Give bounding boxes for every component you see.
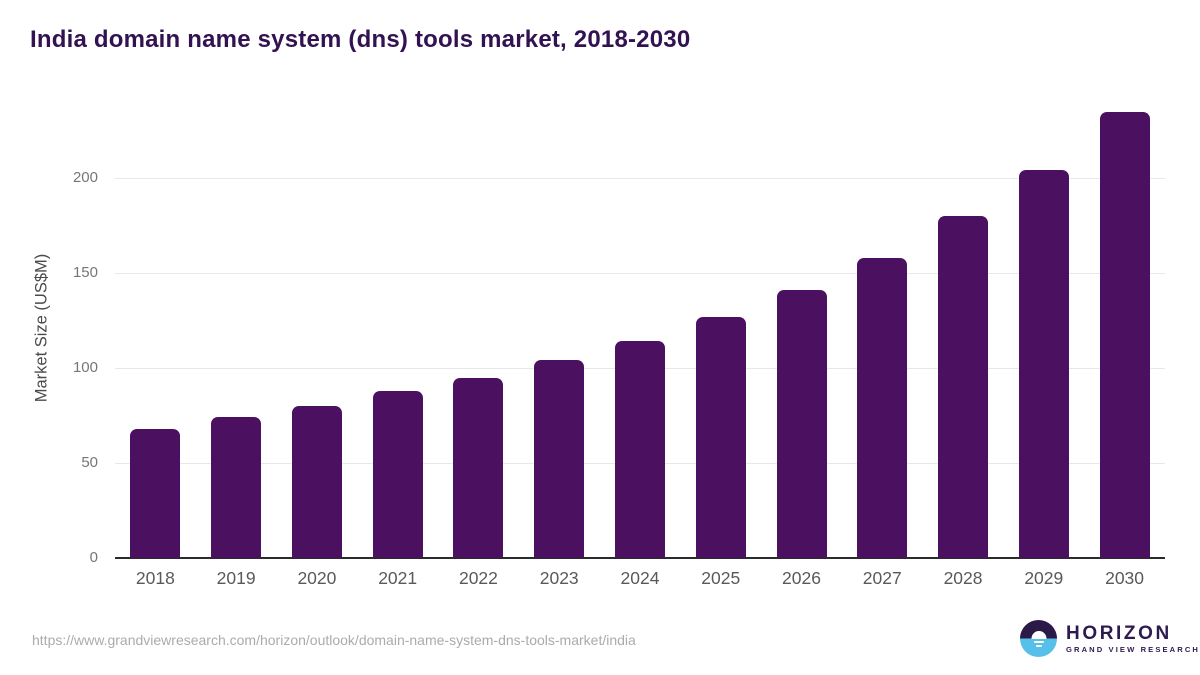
logo-subtitle: GRAND VIEW RESEARCH	[1066, 644, 1200, 654]
horizon-logo-icon	[1020, 620, 1057, 657]
bar-2025	[695, 316, 746, 558]
bar-slot-2030	[1084, 100, 1165, 558]
bar-slot-2026	[761, 100, 842, 558]
bar-2026	[776, 290, 827, 558]
bar-slot-2022	[438, 100, 519, 558]
bar-2018	[130, 428, 181, 558]
chart-title: India domain name system (dns) tools mar…	[30, 26, 691, 53]
bar-2030	[1099, 111, 1150, 558]
x-tick-label-2019: 2019	[216, 568, 256, 588]
bar-series	[115, 100, 1165, 558]
x-tick-label-2020: 2020	[297, 568, 337, 588]
bar-2019	[211, 417, 262, 558]
bar-2020	[291, 406, 342, 558]
sun-icon	[1031, 631, 1046, 639]
x-tick-label-2023: 2023	[539, 568, 579, 588]
y-tick-label-50: 50	[81, 454, 98, 471]
x-tick-label-2018: 2018	[135, 568, 175, 588]
horizon-logo: HORIZON GRAND VIEW RESEARCH	[1020, 620, 1200, 657]
x-tick-label-2025: 2025	[701, 568, 741, 588]
bar-slot-2018	[115, 100, 196, 558]
bar-2022	[453, 377, 504, 558]
x-tick-label-2030: 2030	[1105, 568, 1145, 588]
bar-slot-2023	[519, 100, 600, 558]
bar-2023	[534, 360, 585, 558]
bar-slot-2025	[680, 100, 761, 558]
x-tick-label-2027: 2027	[862, 568, 902, 588]
y-tick-label-0: 0	[89, 549, 98, 566]
bar-slot-2028	[923, 100, 1004, 558]
bar-slot-2029	[1003, 100, 1084, 558]
x-tick-label-2029: 2029	[1024, 568, 1064, 588]
bar-2024	[614, 341, 665, 558]
bar-slot-2027	[842, 100, 923, 558]
x-tick-label-2021: 2021	[378, 568, 418, 588]
x-tick-label-2022: 2022	[458, 568, 498, 588]
y-tick-label-200: 200	[72, 169, 98, 186]
source-url: https://www.grandviewresearch.com/horizo…	[32, 632, 636, 648]
bar-slot-2019	[196, 100, 277, 558]
bar-2028	[938, 216, 989, 558]
bar-2027	[857, 257, 908, 558]
logo-text: HORIZON GRAND VIEW RESEARCH	[1066, 624, 1200, 654]
wave-icon	[1035, 645, 1042, 647]
bar-2021	[372, 390, 423, 558]
y-tick-label-150: 150	[72, 264, 98, 281]
y-axis-label: Market Size (US$M)	[32, 253, 51, 403]
logo-name: HORIZON	[1066, 622, 1172, 644]
gridline-200	[115, 178, 1165, 179]
x-axis-line	[115, 557, 1165, 559]
wave-icon	[1033, 641, 1044, 643]
bar-slot-2020	[277, 100, 358, 558]
x-tick-label-2028: 2028	[943, 568, 983, 588]
bar-2029	[1018, 170, 1069, 558]
x-tick-label-2024: 2024	[620, 568, 660, 588]
bar-slot-2024	[600, 100, 681, 558]
y-tick-label-100: 100	[72, 359, 98, 376]
x-axis-labels: 2018 2019 2020 2021 2022 2023 2024 2025 2026 2027…	[115, 568, 1165, 589]
bar-slot-2021	[357, 100, 438, 558]
gridline-150	[115, 273, 1165, 274]
x-tick-label-2026: 2026	[782, 568, 821, 588]
